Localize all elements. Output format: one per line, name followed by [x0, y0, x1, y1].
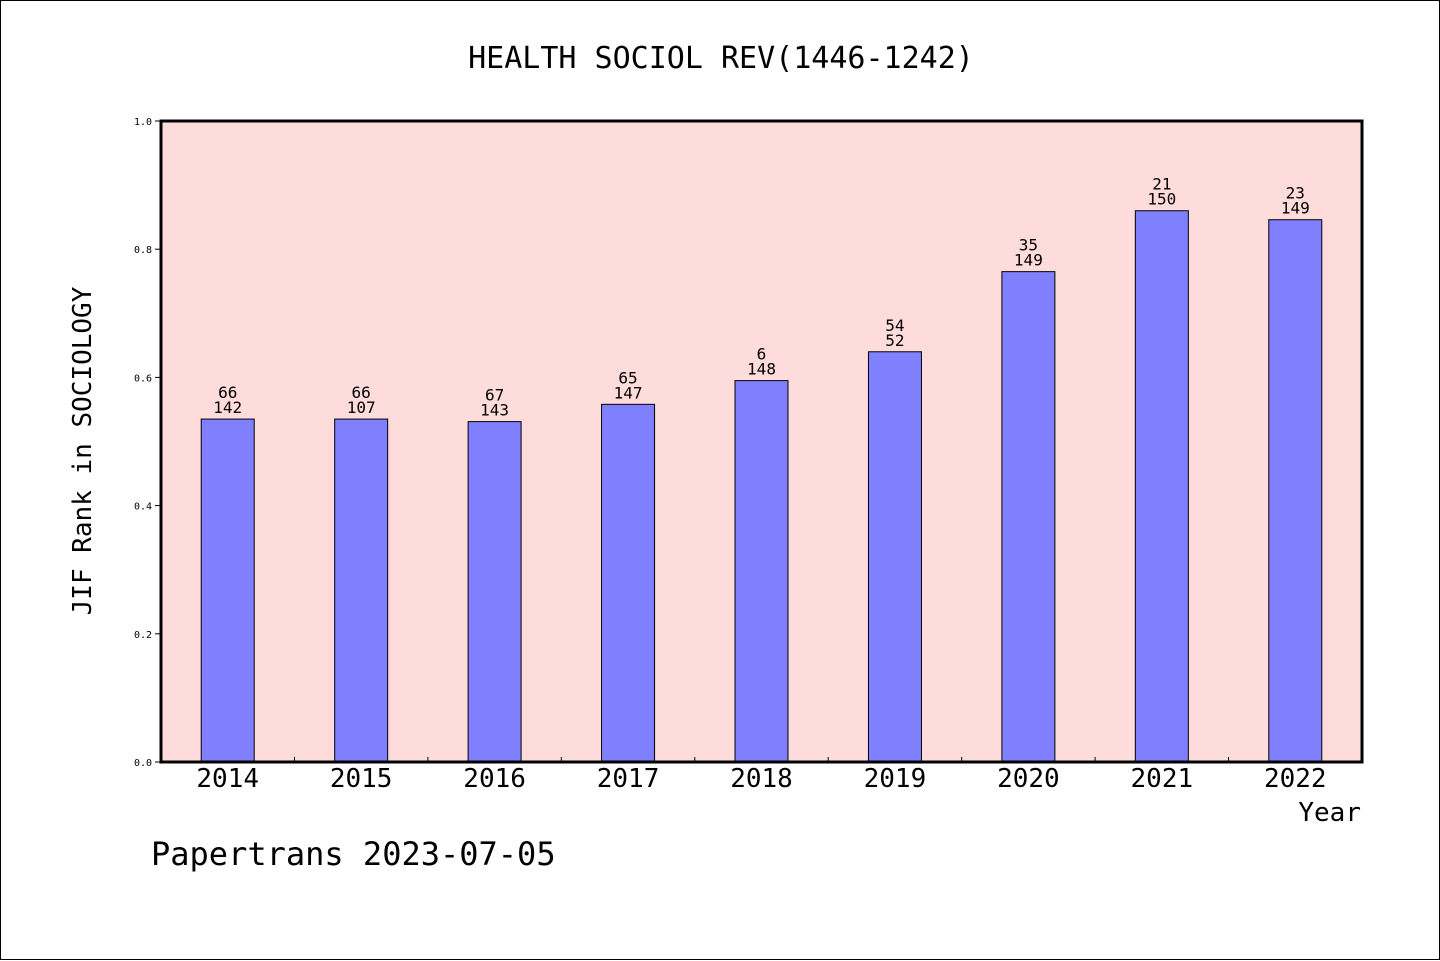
bar-2022: [1268, 219, 1323, 763]
bar-label-top: 21: [1152, 175, 1171, 194]
x-tick-label: 2021: [1131, 764, 1194, 794]
plot-border: [159, 119, 1364, 764]
x-axis-ticks: 2014 2015 2016 2017 2018 2019 2020 2021 2022: [196, 757, 1327, 794]
y-tick-label: 1.0: [134, 117, 152, 128]
chart-title: HEALTH SOCIOL REV(1446-1242): [468, 41, 974, 76]
bar-label-bottom: 149: [1281, 199, 1310, 218]
y-tick-label: 0.8: [134, 245, 152, 256]
x-tick-label: 2020: [997, 764, 1060, 794]
bar-label-top: 65: [618, 368, 637, 387]
y-tick-label: 0.2: [134, 630, 152, 641]
bar-label-bottom: 147: [614, 383, 643, 402]
bars: [200, 210, 1323, 763]
bar-label-bottom: 143: [480, 401, 509, 420]
y-axis-ticks: 0.0 0.2 0.4 0.6 0.8 1.0: [134, 117, 161, 769]
bar-label-bottom: 107: [347, 398, 376, 417]
x-tick-label: 2022: [1264, 764, 1327, 794]
footer-credit: Papertrans 2023-07-05: [151, 835, 556, 873]
x-tick-label: 2016: [463, 764, 526, 794]
x-tick-label: 2015: [330, 764, 393, 794]
bar-label-bottom: 142: [213, 398, 242, 417]
bar-2017: [601, 403, 656, 763]
y-tick-label: 0.4: [134, 502, 152, 513]
bar-2016: [467, 421, 522, 763]
bar-label-bottom: 148: [747, 360, 776, 379]
bar-label-top: 23: [1286, 184, 1305, 203]
x-tick-label: 2019: [864, 764, 927, 794]
bar-label-top: 35: [1019, 236, 1038, 255]
bar-label-bottom: 52: [885, 331, 904, 350]
bar-2020: [1001, 271, 1056, 763]
bar-label-top: 6: [757, 345, 767, 364]
bar-label-bottom: 149: [1014, 251, 1043, 270]
bar-label-top: 54: [885, 316, 904, 335]
y-tick-label: 0.6: [134, 373, 152, 384]
x-tick-label: 2014: [196, 764, 259, 794]
bar-label-bottom: 150: [1147, 190, 1176, 209]
x-axis-label: Year: [1298, 798, 1361, 828]
bar-2015: [334, 418, 389, 763]
bar-label-top: 66: [352, 383, 371, 402]
bar-2021: [1134, 210, 1189, 763]
bar-label-top: 66: [218, 383, 237, 402]
bar-2018: [734, 380, 789, 763]
y-axis-label: JIF Rank in SOCIOLOGY: [68, 286, 98, 615]
x-tick-label: 2017: [597, 764, 660, 794]
bar-label-top: 67: [485, 386, 504, 405]
bar-2014: [200, 418, 255, 763]
y-tick-label: 0.0: [134, 758, 152, 769]
bar-2019: [867, 351, 922, 763]
x-tick-label: 2018: [730, 764, 793, 794]
